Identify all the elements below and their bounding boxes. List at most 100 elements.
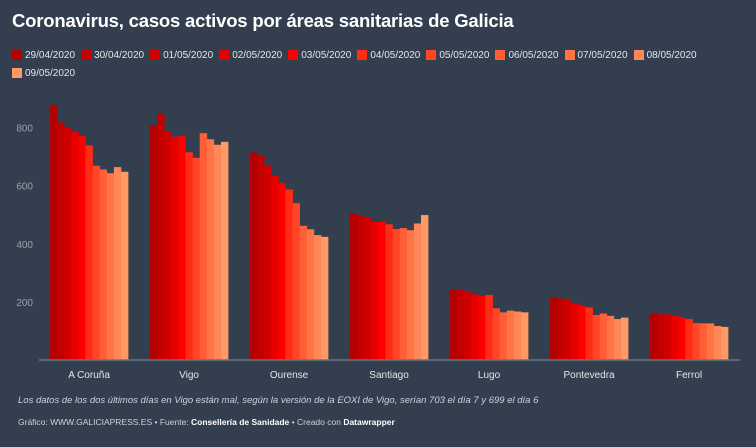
legend: 29/04/2020 30/04/2020 01/05/2020 02/05/2020… bbox=[12, 47, 747, 81]
bar bbox=[413, 223, 422, 360]
bar bbox=[221, 141, 229, 360]
legend-swatch bbox=[564, 50, 575, 60]
bar bbox=[321, 236, 329, 360]
bar bbox=[271, 176, 279, 360]
bar bbox=[471, 294, 479, 360]
bar bbox=[164, 131, 172, 360]
bar bbox=[499, 312, 508, 360]
bar bbox=[713, 326, 722, 360]
x-tick-label: Pontevedra bbox=[563, 370, 615, 381]
bar bbox=[150, 125, 158, 360]
bar bbox=[513, 311, 522, 360]
legend-label: 04/05/2020 bbox=[370, 49, 421, 61]
bar bbox=[485, 294, 493, 360]
y-tick-label: 800 bbox=[16, 124, 33, 135]
legend-swatch bbox=[12, 50, 22, 60]
legend-label: 03/05/2020 bbox=[301, 49, 352, 61]
bar bbox=[78, 136, 86, 360]
bar bbox=[699, 323, 708, 360]
bar bbox=[299, 225, 308, 360]
bar bbox=[492, 308, 500, 360]
bar bbox=[371, 221, 379, 360]
bar bbox=[350, 213, 358, 360]
legend-swatch bbox=[219, 50, 230, 60]
legend-item: 06/05/2020 bbox=[495, 47, 559, 63]
bar bbox=[450, 289, 458, 360]
legend-item: 04/05/2020 bbox=[357, 47, 420, 63]
bar bbox=[564, 299, 572, 360]
bar bbox=[171, 136, 179, 360]
legend-swatch bbox=[81, 50, 92, 60]
bar bbox=[385, 224, 393, 360]
legend-label: 08/05/2020 bbox=[646, 49, 697, 61]
tool-link[interactable]: Datawrapper bbox=[343, 417, 395, 427]
chart-credit: Gráfico: WWW.GALICIAPRESS.ES • Fuente: C… bbox=[18, 417, 395, 427]
bar bbox=[292, 203, 300, 360]
bar bbox=[550, 297, 558, 360]
bar bbox=[406, 230, 415, 360]
legend-swatch bbox=[426, 50, 437, 60]
bar bbox=[392, 228, 400, 360]
chart-title: Coronavirus, casos activos por áreas san… bbox=[12, 10, 514, 31]
bar bbox=[585, 307, 593, 360]
legend-item: 05/05/2020 bbox=[426, 47, 489, 63]
bar bbox=[650, 313, 658, 360]
bar bbox=[692, 323, 700, 360]
bar bbox=[57, 122, 65, 360]
bar bbox=[464, 291, 472, 360]
x-tick-label: Vigo bbox=[179, 370, 199, 381]
x-tick-label: Ferrol bbox=[676, 370, 702, 381]
legend-item: 29/04/2020 bbox=[12, 47, 75, 63]
legend-label: 07/05/2020 bbox=[577, 49, 628, 61]
legend-item: 30/04/2020 bbox=[81, 47, 144, 63]
bar bbox=[257, 154, 265, 360]
legend-item: 07/05/2020 bbox=[564, 47, 628, 63]
bar bbox=[557, 298, 565, 360]
bar bbox=[599, 313, 608, 360]
x-tick-label: Lugo bbox=[478, 370, 501, 381]
bar bbox=[613, 319, 622, 360]
bar bbox=[199, 133, 208, 360]
bar bbox=[71, 131, 79, 360]
bar bbox=[421, 215, 429, 360]
bar bbox=[264, 165, 272, 360]
bar bbox=[50, 104, 58, 360]
legend-label: 09/05/2020 bbox=[25, 67, 76, 79]
legend-swatch bbox=[150, 50, 161, 60]
x-tick-label: A Coruña bbox=[68, 370, 110, 381]
credit-prefix: Gráfico: WWW.GALICIAPRESS.ES • Fuente: bbox=[18, 417, 192, 427]
bar bbox=[478, 295, 486, 360]
legend-item: 01/05/2020 bbox=[150, 47, 213, 63]
y-tick-label: 600 bbox=[16, 182, 33, 193]
bar bbox=[364, 217, 372, 360]
x-tick-label: Santiago bbox=[369, 370, 409, 381]
bar bbox=[285, 189, 293, 360]
bar bbox=[192, 157, 200, 360]
bar bbox=[678, 317, 686, 360]
y-tick-label: 400 bbox=[16, 240, 33, 251]
bar bbox=[378, 221, 386, 360]
bar bbox=[521, 312, 529, 360]
bar bbox=[178, 135, 186, 360]
legend-swatch bbox=[357, 50, 368, 60]
source-link[interactable]: Consellería de Sanidade bbox=[191, 417, 290, 427]
bar bbox=[592, 314, 600, 360]
legend-swatch bbox=[495, 50, 506, 60]
bar bbox=[578, 305, 586, 360]
legend-label: 30/04/2020 bbox=[94, 49, 145, 61]
bar bbox=[399, 228, 408, 360]
legend-item: 02/05/2020 bbox=[219, 47, 282, 63]
bar bbox=[457, 289, 465, 360]
legend-label: 29/04/2020 bbox=[25, 49, 76, 61]
bar bbox=[121, 171, 129, 360]
legend-label: 06/05/2020 bbox=[508, 49, 559, 61]
bar bbox=[85, 145, 93, 360]
bar bbox=[278, 182, 286, 360]
bar bbox=[571, 303, 579, 360]
bar bbox=[657, 314, 665, 360]
legend-swatch bbox=[633, 50, 644, 60]
bar bbox=[721, 326, 729, 360]
legend-label: 01/05/2020 bbox=[163, 49, 214, 61]
bar bbox=[671, 315, 679, 360]
